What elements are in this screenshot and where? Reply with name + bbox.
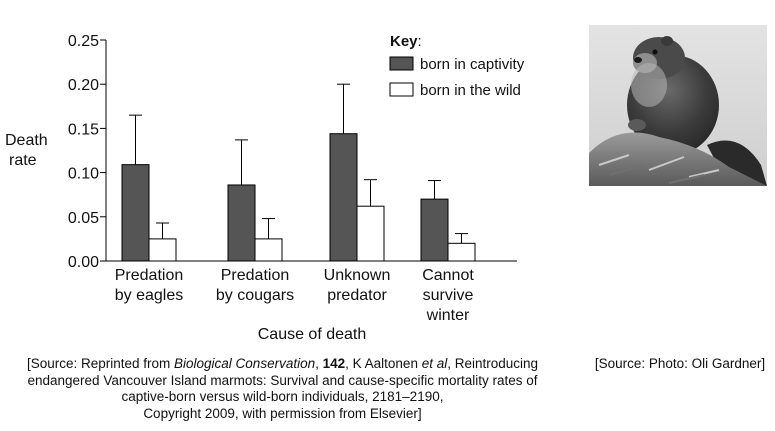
bar-captivity: [329, 133, 358, 262]
x-category-label: Predation: [221, 267, 290, 284]
source-caption-line-1: [Source: Reprinted from Biological Conse…: [10, 356, 555, 373]
y-tick-label: 0.05: [68, 210, 99, 227]
x-category-label: by cougars: [216, 287, 294, 304]
bar-captivity: [121, 164, 150, 262]
legend-title-suffix: :: [418, 33, 422, 50]
bar-wild: [148, 238, 177, 262]
caption-journal: Biological Conservation: [174, 356, 316, 371]
caption-text: , Reintroducing: [447, 356, 539, 371]
source-caption-line-4: Copyright 2009, with permission from Els…: [143, 405, 422, 421]
y-tick-label: 0.00: [68, 254, 99, 271]
legend-swatch-captivity: [389, 56, 414, 71]
y-axis-title-line1: Death: [5, 132, 48, 149]
bar-wild: [254, 238, 283, 262]
x-category-label: Unknown: [324, 267, 391, 284]
caption-volume: 142: [322, 356, 346, 371]
source-caption-line-3: captive-born versus wild-born individual…: [121, 389, 444, 404]
marmot-photo-image: [589, 25, 767, 186]
y-axis-ticks: 0.00 0.05 0.10 0.15 0.20 0.25: [68, 33, 106, 271]
x-category-label: survive: [423, 287, 474, 304]
error-bars: [129, 83, 468, 244]
caption-text: [Source: Reprinted from: [26, 356, 175, 371]
bar-wild: [356, 205, 385, 262]
legend-label-wild: born in the wild: [420, 82, 521, 99]
caption-text: ,: [315, 356, 323, 371]
y-axis-title-line2: rate: [9, 152, 37, 169]
legend-swatch-wild: [389, 82, 414, 97]
legend-label-captivity: born in captivity: [420, 56, 525, 73]
source-caption-chart: [Source: Reprinted from Biological Conse…: [10, 356, 555, 422]
x-category-label: by eagles: [115, 287, 184, 304]
bar-captivity: [420, 198, 449, 262]
bar-captivity: [227, 184, 256, 262]
source-caption-photo: [Source: Photo: Oli Gardner]: [594, 356, 766, 371]
source-caption-line-2: endangered Vancouver Island marmots: Sur…: [27, 372, 538, 388]
y-tick-label: 0.15: [68, 121, 99, 138]
legend-title: Key: [390, 33, 418, 50]
marmot-photo: [589, 25, 767, 186]
legend: Key: born in captivity born in the wild: [389, 33, 525, 99]
x-category-label: predator: [327, 287, 387, 304]
bars: [121, 133, 476, 262]
caption-etal: et al: [421, 356, 448, 371]
bar-wild: [447, 242, 476, 262]
x-category-label: winter: [426, 307, 470, 324]
y-tick-label: 0.25: [68, 33, 99, 50]
y-tick-label: 0.20: [68, 77, 99, 94]
legend-title-text: Key:: [390, 33, 422, 50]
x-axis-title: Cause of death: [258, 326, 367, 343]
bar-chart: 0.00 0.05 0.10 0.15 0.20 0.25 Predation by eag…: [5, 33, 525, 343]
x-category-label: Predation: [115, 267, 184, 284]
x-category-label: Cannot: [422, 267, 474, 284]
y-tick-label: 0.10: [68, 166, 99, 183]
caption-text: , K Aaltonen: [345, 356, 422, 371]
x-axis-category-labels: Predation by eagles Predation by cougars Unk…: [115, 267, 475, 324]
